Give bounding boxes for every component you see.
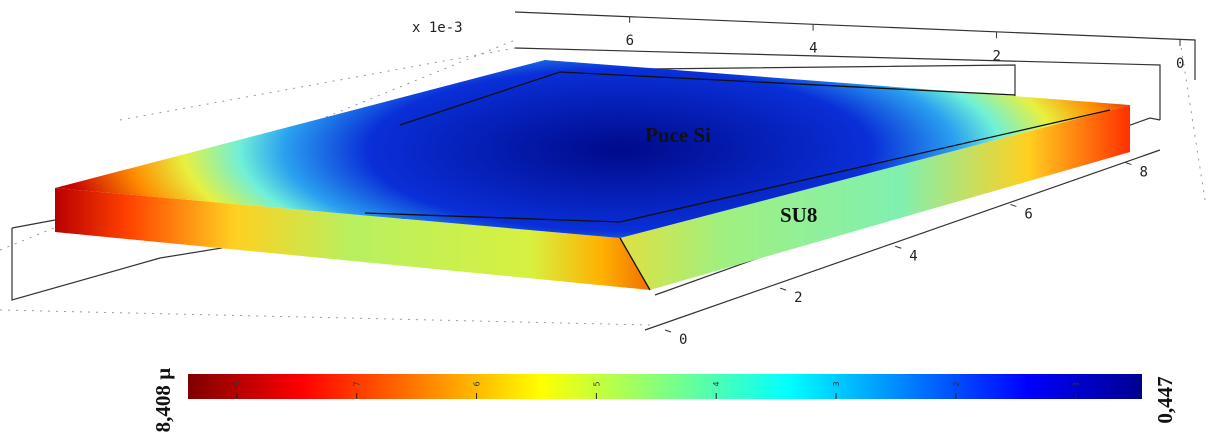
colorbar-tick-label: 5 [592,381,601,386]
annotation: SU8 [780,203,817,227]
colorbar-tick-label: 7 [353,381,362,386]
y-tick-label: 4 [909,248,917,264]
chip-outline [364,71,1111,291]
y-tick-label: 6 [1024,206,1032,222]
top-face [55,60,1130,238]
colorbar-tick-label: 8 [233,381,242,386]
right-side-face [620,105,1130,290]
y-tick [779,287,787,291]
y-tick-label: 0 [679,332,687,348]
y-tick-label: 8 [1139,165,1147,181]
y-tick [664,329,672,333]
y-tick [895,245,902,249]
colorbar-tick-label: 4 [712,381,721,386]
colorbar-end-label: 8,408 µ [151,368,175,433]
colorbar-tick-label: 6 [473,381,482,386]
y-tick [1125,162,1132,166]
x-tick-label: 0 [1176,56,1184,72]
y-tick [1010,203,1017,207]
x-tick-label: 6 [626,33,634,49]
axis-multiplier: x 1e-3 [412,20,463,36]
colorbar-tick-label: 3 [832,381,841,386]
x-tick-label: 2 [993,48,1001,64]
annotation: Puce Si [645,123,711,147]
colorbar-tick-label: 1 [1072,381,1081,386]
colorbar [188,374,1142,399]
y-tick-label: 2 [794,290,802,306]
grid-dots [0,39,1206,326]
colorbar-tick-label: 2 [952,381,961,386]
colorbar-end-label: 0,447 [1153,376,1177,423]
left-side-face [55,188,650,290]
x-tick-label: 4 [809,41,817,57]
